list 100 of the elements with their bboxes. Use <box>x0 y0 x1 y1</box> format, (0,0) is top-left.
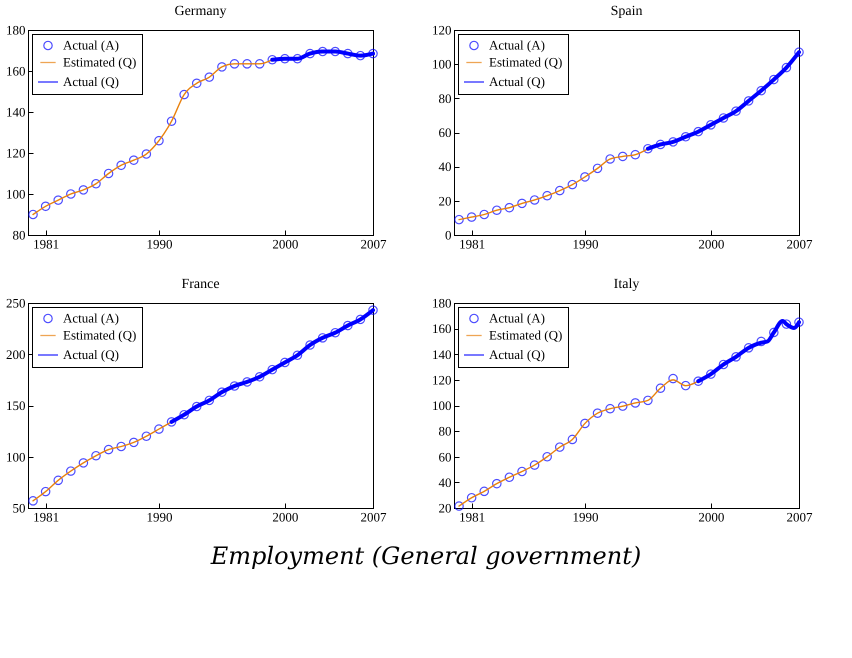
x-tick-label: 2007 <box>786 236 813 252</box>
point <box>668 137 678 147</box>
legend-label: Estimated (Q) <box>489 328 562 342</box>
point <box>530 195 540 205</box>
point <box>230 59 240 69</box>
point <box>128 438 139 448</box>
text: Employment (General government) <box>210 542 642 570</box>
point <box>280 54 290 64</box>
point <box>53 476 63 486</box>
point <box>656 140 666 150</box>
y-tick-label: 160 <box>6 64 26 78</box>
point <box>204 396 214 406</box>
point <box>479 210 489 220</box>
legend-label: Actual (Q) <box>63 347 119 362</box>
y-tick-label: 80 <box>438 424 452 439</box>
y-tick-label: 80 <box>438 90 452 106</box>
point <box>343 48 353 58</box>
point <box>731 352 741 362</box>
x-tick-label: 2007 <box>360 510 387 524</box>
point <box>305 48 315 58</box>
point <box>254 372 264 382</box>
point <box>217 387 227 397</box>
point <box>592 408 602 418</box>
point <box>744 96 754 106</box>
point <box>78 185 88 195</box>
y-tick-label: 180 <box>432 296 452 310</box>
point <box>330 46 340 56</box>
y-tick-label: 150 <box>6 398 26 413</box>
x-tick-label: 2000 <box>698 510 724 524</box>
point <box>166 417 176 427</box>
point <box>318 46 328 56</box>
point <box>706 369 716 379</box>
point <box>116 160 126 170</box>
point <box>104 444 114 454</box>
point <box>179 410 189 420</box>
point <box>643 396 653 406</box>
point <box>517 198 527 208</box>
point <box>492 205 502 216</box>
point <box>91 450 101 460</box>
legend-label: Actual (A) <box>63 310 119 326</box>
point <box>40 486 50 496</box>
point <box>479 486 489 496</box>
point <box>242 377 252 387</box>
point <box>504 472 514 482</box>
point <box>568 434 578 444</box>
x-tick-label: 1981 <box>459 510 486 524</box>
point <box>731 106 741 116</box>
point <box>466 492 476 503</box>
point <box>744 343 754 353</box>
chart-title: France <box>181 277 220 292</box>
point <box>782 319 792 329</box>
y-tick-label: 80 <box>12 228 26 242</box>
point <box>454 214 464 224</box>
y-tick-label: 60 <box>438 449 452 464</box>
line-series <box>32 421 172 502</box>
point <box>466 212 476 222</box>
point <box>154 136 164 146</box>
point <box>542 190 552 200</box>
point <box>368 48 378 58</box>
point <box>794 47 804 57</box>
point <box>142 149 152 159</box>
x-tick-label: 1981 <box>459 236 486 252</box>
point <box>718 113 728 123</box>
legend-label: Estimated (Q) <box>63 54 136 70</box>
point <box>192 78 202 88</box>
y-tick-label: 180 <box>6 22 26 38</box>
point <box>630 398 640 408</box>
point <box>542 452 552 462</box>
point <box>504 202 514 212</box>
point <box>592 164 602 174</box>
legend-label: Actual (Q) <box>489 347 545 362</box>
y-tick-label: 60 <box>438 125 452 140</box>
point <box>66 189 76 199</box>
legend-label: Estimated (Q) <box>63 328 136 342</box>
point <box>618 152 628 162</box>
point <box>756 336 766 346</box>
point <box>718 360 728 370</box>
point <box>166 116 176 126</box>
x-tick-label: 1990 <box>146 510 172 524</box>
point <box>128 155 139 165</box>
point <box>267 364 278 374</box>
point <box>580 172 590 182</box>
point <box>368 305 378 315</box>
point <box>116 442 126 452</box>
point <box>656 383 666 393</box>
point <box>53 195 63 205</box>
point <box>230 381 240 391</box>
line-series <box>458 379 699 507</box>
point <box>605 404 615 414</box>
y-tick-label: 120 <box>432 372 452 388</box>
point <box>769 74 779 84</box>
point <box>267 54 278 64</box>
point <box>454 501 464 511</box>
y-tick-label: 140 <box>6 104 26 120</box>
point <box>680 380 690 390</box>
legend-label: Actual (A) <box>489 310 545 326</box>
x-tick-label: 1981 <box>33 510 60 524</box>
y-tick-label: 20 <box>438 193 452 208</box>
point <box>318 333 328 343</box>
point <box>492 478 502 488</box>
